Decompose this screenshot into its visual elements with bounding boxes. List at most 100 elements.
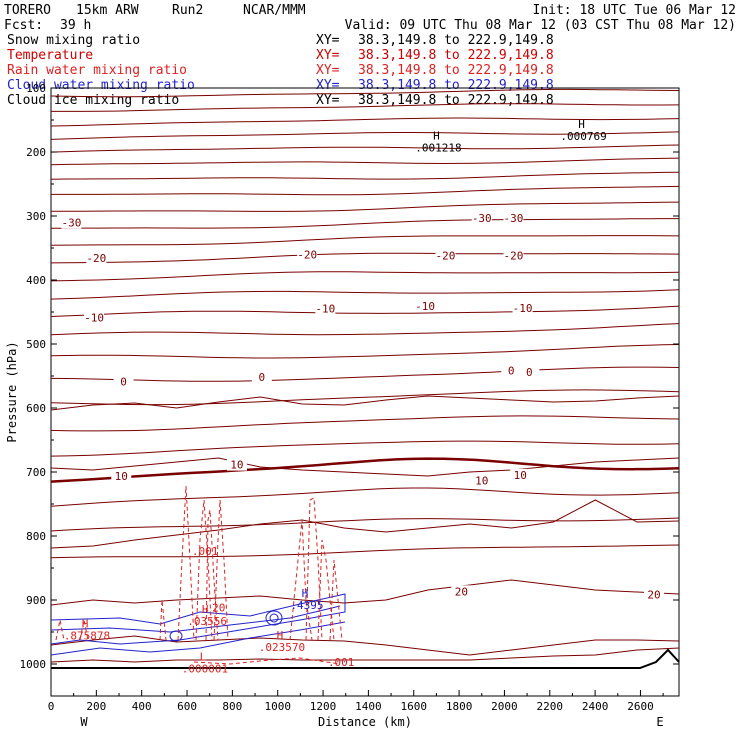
x-tick-label: 2200 (537, 700, 564, 713)
rain-water-contour (205, 509, 219, 641)
temperature-contour (50, 440, 680, 457)
temperature-contour-label: 0 (526, 366, 533, 379)
rain-water-contour (193, 657, 341, 665)
x-axis-label: Distance (km) (318, 715, 412, 729)
temperature-contour (50, 487, 680, 507)
extremum-symbol: H (277, 629, 284, 642)
label-mask (226, 458, 247, 471)
rain-water-contour (317, 539, 335, 641)
temperature-contour (50, 289, 680, 300)
x-tick-label: 400 (132, 700, 152, 713)
temperature-contour (50, 647, 680, 663)
rain-contour-label: .001 (192, 545, 219, 558)
cloud-water-contour (265, 610, 283, 626)
xy-range-temperature: 38.3,149.8 to 222.9,149.8 (358, 48, 554, 63)
extremum-value: .875878 (64, 629, 110, 642)
extremum-value: .4395 (290, 599, 323, 612)
temperature-contour (50, 171, 680, 180)
xy-range-cloud-ice: 38.3,149.8 to 222.9,149.8 (358, 93, 554, 108)
xy-label-cloud-water: XY= (316, 78, 340, 93)
label-mask (503, 212, 524, 225)
temperature-contour (50, 366, 680, 382)
temperature-contour-label: -20 (436, 249, 456, 262)
y-tick-label: 100 (26, 82, 46, 95)
temperature-contour (51, 185, 680, 196)
field-name-cloud-ice: Cloud ice mixing ratio (7, 93, 179, 108)
temperature-contour (50, 305, 680, 317)
extremum-symbol: H (202, 603, 209, 616)
x-tick-label: 1200 (310, 700, 337, 713)
label-mask (113, 375, 134, 388)
temperature-contour (50, 395, 680, 411)
field-name-temperature: Temperature (7, 48, 93, 63)
x-tick-label: 2400 (582, 700, 609, 713)
extremum-symbol: H (82, 617, 89, 630)
rain-contour-label: 20 (212, 602, 225, 615)
temperature-contour-label: -30 (472, 212, 492, 225)
field-name-rain: Rain water mixing ratio (7, 63, 187, 78)
cloud-water-contours (50, 593, 346, 656)
rain-water-contour (159, 599, 167, 641)
temperature-contours (50, 88, 680, 663)
extremum-symbol: L (200, 651, 207, 664)
y-tick-label: 300 (26, 210, 46, 223)
cloud-water-contour (269, 613, 279, 623)
y-tick-label: 600 (26, 402, 46, 415)
temperature-contour-label: 0 (259, 371, 266, 384)
temperature-contour (50, 157, 680, 166)
temperature-contour (50, 457, 680, 477)
y-tick-label: 500 (26, 338, 46, 351)
label-mask (503, 249, 524, 262)
temperature-contour (50, 344, 680, 359)
label-mask (501, 364, 522, 377)
temperature-contour-label: 20 (455, 585, 468, 598)
label-mask (451, 585, 472, 598)
temperature-contour (50, 252, 680, 264)
rain-water-contour (329, 559, 343, 641)
run-label: Run2 (172, 3, 203, 18)
temperature-contour (50, 517, 680, 532)
temperature-contour-label: -20 (297, 249, 317, 262)
rain-water-contours (55, 485, 343, 665)
temperature-contour-label: -30 (61, 217, 81, 230)
x-tick-label: 1400 (355, 700, 382, 713)
temperature-contour (50, 235, 680, 246)
temperature-contour-label: -20 (504, 249, 524, 262)
label-mask (435, 249, 456, 262)
west-label: W (80, 715, 88, 729)
label-mask (519, 365, 540, 378)
x-tick-label: 600 (177, 700, 197, 713)
temperature-contour (51, 201, 680, 212)
xy-range-snow: 38.3,149.8 to 222.9,149.8 (358, 33, 554, 48)
label-mask (315, 302, 336, 315)
x-tick-label: 0 (48, 700, 55, 713)
temperature-contour-label: 10 (115, 470, 128, 483)
contour-labels: -30 -30 -30-20 -20 -20 -20-10-10 -10 -100 0 0 0101… (61, 118, 665, 676)
temperature-contour-label: 10 (475, 475, 488, 488)
fcst-value: 39 h (60, 18, 91, 33)
xy-label-cloud-ice: XY= (316, 93, 340, 108)
east-label: E (656, 715, 663, 729)
temperature-contour (50, 271, 680, 282)
label-mask (471, 212, 492, 225)
label-mask (415, 299, 436, 312)
xy-label-rain: XY= (316, 63, 340, 78)
cloud-water-contour (50, 605, 341, 633)
model-config: 15km ARW (76, 3, 139, 18)
label-mask (512, 301, 533, 314)
rain-water-contour (177, 485, 195, 641)
temperature-contour-label: -30 (504, 212, 524, 225)
cloud-water-contour (50, 593, 346, 645)
extremum-symbol: H (302, 587, 309, 600)
y-tick-label: 800 (26, 530, 46, 543)
x-tick-label: 2600 (627, 700, 654, 713)
label-mask (84, 311, 105, 324)
cloud-water-contour (50, 621, 346, 656)
init-time: Init: 18 UTC Tue 06 Mar 12 (533, 3, 737, 18)
temperature-contour-label: 0 (120, 375, 127, 388)
rain-water-contour (213, 499, 229, 641)
label-mask (111, 470, 132, 483)
temperature-contour (50, 389, 680, 406)
x-tick-label: 800 (222, 700, 242, 713)
temperature-contour (50, 457, 680, 483)
